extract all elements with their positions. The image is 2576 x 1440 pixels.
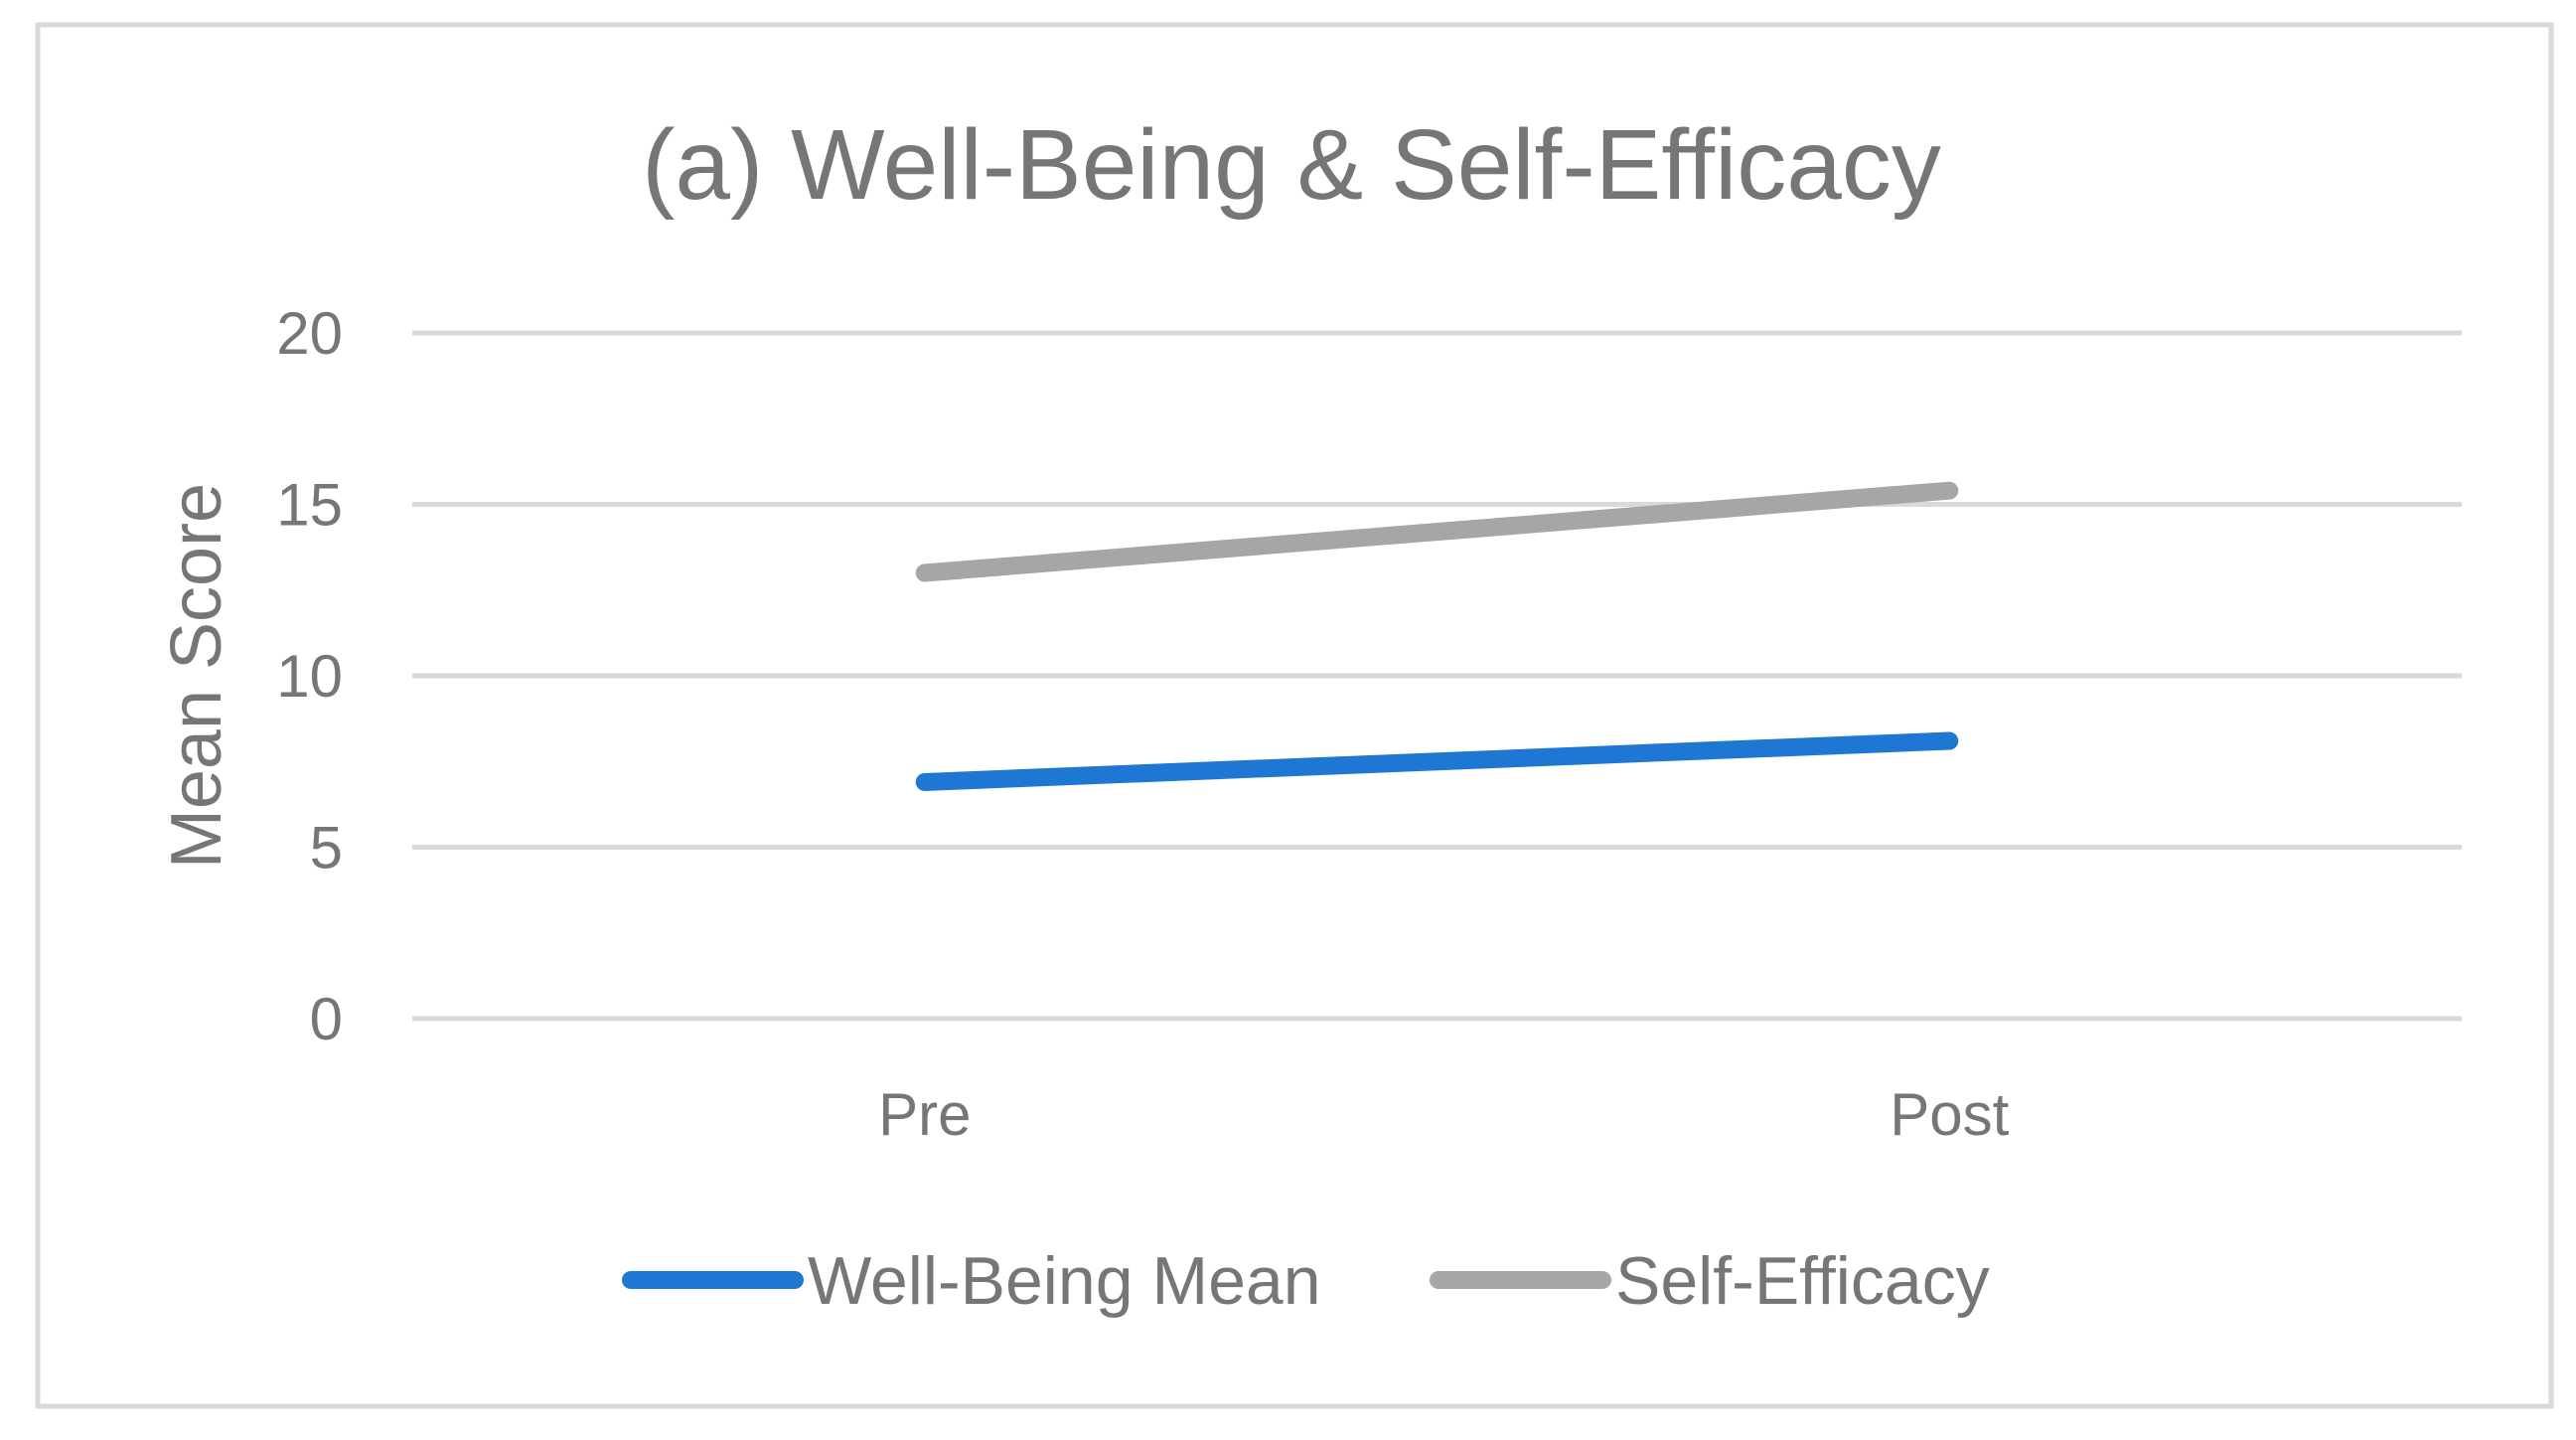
series-line-0 [915, 731, 1959, 791]
series-lines [915, 481, 1959, 791]
legend-label: Well-Being Mean [808, 1243, 1321, 1319]
y-tick-label: 20 [276, 300, 343, 367]
gridlines [412, 330, 2462, 1022]
y-axis-ticks: 0 5 10 15 20 [276, 300, 343, 1052]
legend: Well-Being Mean Self-Efficacy [622, 1243, 1990, 1319]
x-tick-label: Post [1890, 1081, 2009, 1148]
x-axis-ticks: Pre Post [878, 1081, 2010, 1148]
x-tick-label: Pre [878, 1081, 971, 1148]
chart-frame [35, 22, 2554, 1409]
y-tick-label: 5 [310, 815, 343, 881]
chart-title: (a) Well-Being & Self-Efficacy [642, 109, 1941, 221]
legend-label: Self-Efficacy [1615, 1243, 1990, 1319]
series-line-1 [915, 481, 1959, 582]
y-tick-label: 0 [310, 986, 343, 1052]
y-axis-title: Mean Score [157, 483, 236, 869]
y-tick-label: 10 [276, 643, 343, 710]
y-tick-label: 15 [276, 472, 343, 539]
